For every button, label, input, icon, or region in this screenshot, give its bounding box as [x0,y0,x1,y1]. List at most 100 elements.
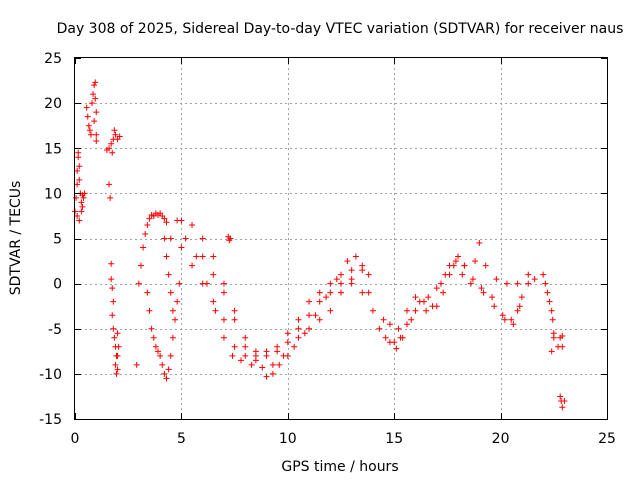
data-point [491,303,498,310]
data-point [108,260,115,267]
series-late-segment [540,271,568,411]
data-point [338,271,344,278]
data-point [210,271,217,278]
data-point [231,316,238,323]
data-point [144,221,151,228]
data-point [365,289,372,296]
data-point [242,343,249,350]
data-point [312,312,319,319]
data-point [274,343,281,350]
series-arc-D [199,253,366,380]
data-point [89,100,96,107]
data-point [259,364,266,371]
y-tick-label: 15 [44,141,62,157]
data-point [425,294,432,301]
data-point [135,280,142,287]
data-point [92,79,99,86]
data-point [248,361,255,368]
data-point [412,294,419,301]
data-point [333,276,340,283]
data-point [112,361,119,368]
data-point [109,312,116,319]
data-point [252,357,259,364]
data-point [84,113,91,120]
data-point [157,352,164,359]
data-point [109,149,116,156]
data-point [455,253,462,260]
data-point [518,294,525,301]
data-point [549,316,556,323]
y-axis-ticks: -15 -10 -5 0 5 10 15 20 25 [39,51,607,428]
data-point [189,221,196,228]
data-point [429,303,436,310]
data-point [110,298,117,305]
data-point [476,240,483,247]
data-point [327,280,334,287]
y-tick-label: 5 [53,232,62,248]
data-point [442,271,449,278]
data-point [115,343,122,350]
data-point [501,316,508,323]
y-tick-label: 25 [44,51,62,67]
y-axis-label: SDTVAR / TECUs [8,181,24,296]
data-point [452,258,459,265]
series-arc-G [386,240,538,332]
data-point [365,271,372,278]
data-point [74,181,81,188]
data-point [284,330,291,337]
data-point [167,352,174,359]
data-point [295,316,302,323]
data-point [108,140,115,147]
data-point [111,127,118,134]
data-point [338,289,344,296]
data-point [146,215,153,222]
data-point [420,298,427,305]
series-early-scatter-2 [83,79,100,145]
data-point [438,280,445,287]
data-point [167,289,174,296]
data-point [412,307,419,314]
data-point [193,253,200,260]
data-point [237,357,244,364]
data-point [93,138,100,145]
data-point [91,118,98,125]
data-point [133,361,140,368]
data-point [109,285,116,292]
x-axis-label: GPS time / hours [281,459,398,475]
data-point [516,303,523,310]
data-point [137,262,144,269]
data-point [493,276,500,283]
data-point [263,373,270,380]
x-tick-label: 20 [492,431,510,447]
data-point [199,280,206,287]
data-point [525,271,532,278]
x-tick-label: 0 [71,431,80,447]
data-point [461,262,468,269]
data-point [327,289,334,296]
data-point [348,267,355,274]
data-point [150,334,157,341]
data-point [172,316,179,323]
data-point [161,235,168,242]
data-point [542,280,549,287]
y-tick-label: -15 [39,412,62,428]
data-point [79,192,86,199]
data-point [210,298,217,305]
data-point [291,343,298,350]
data-point [284,352,291,359]
data-point [110,325,117,332]
data-point [199,253,206,260]
data-point [478,285,485,292]
data-point [508,316,515,323]
data-point [90,91,97,98]
data-point [380,316,387,323]
data-point [550,334,557,341]
data-point [446,262,453,269]
data-point [80,194,87,201]
x-tick-label: 15 [385,431,403,447]
data-point [531,276,538,283]
data-point [306,325,313,332]
data-point [148,325,155,332]
data-point [229,352,236,359]
data-point [161,215,168,222]
